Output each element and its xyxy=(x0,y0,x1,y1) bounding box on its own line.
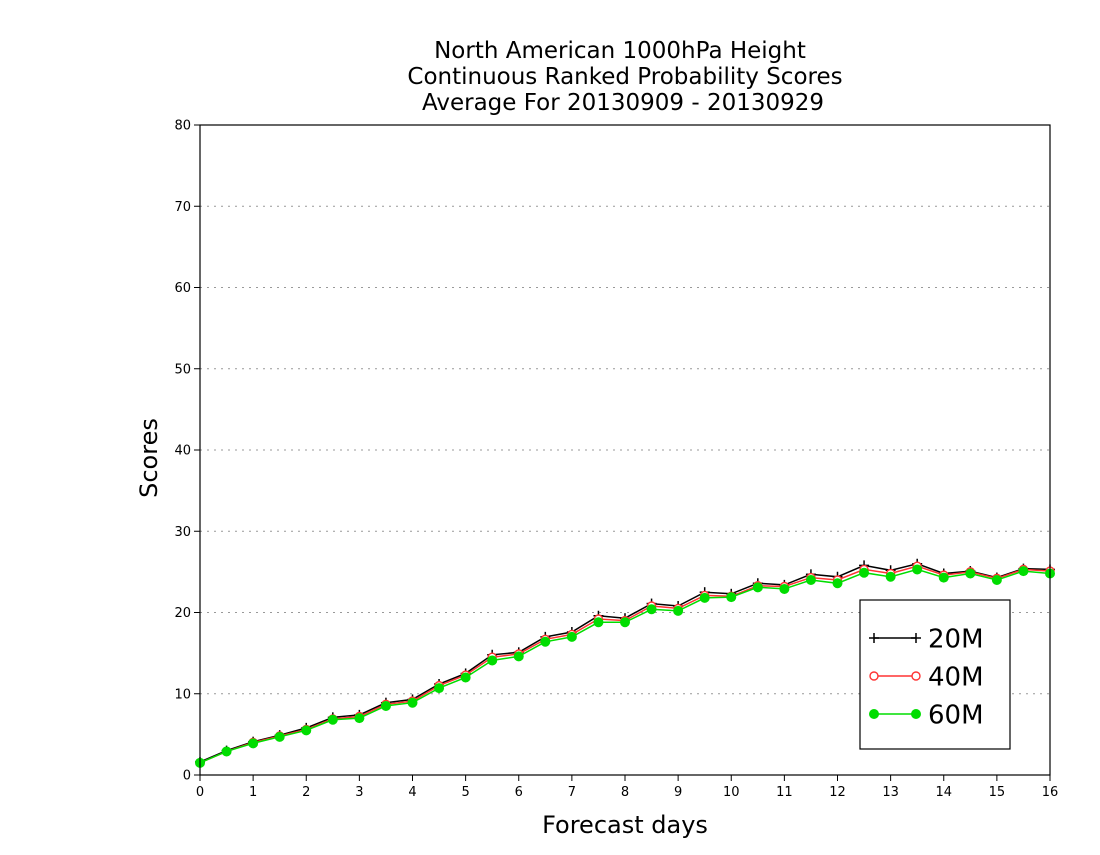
x-tick-label: 2 xyxy=(302,785,310,800)
data-point-60M xyxy=(354,713,365,724)
y-axis-label: Scores xyxy=(135,418,163,498)
legend-box xyxy=(859,599,1011,750)
x-tick-label: 1 xyxy=(249,785,257,800)
x-tick-label: 8 xyxy=(621,785,629,800)
legend-item-60M: 60M xyxy=(869,701,984,731)
legend-marker xyxy=(869,671,879,681)
x-tick-label: 15 xyxy=(989,785,1006,800)
legend-item-40M: 40M xyxy=(869,663,984,693)
x-tick-label: 5 xyxy=(461,785,469,800)
data-point-60M xyxy=(726,592,737,603)
legend-marker xyxy=(911,671,921,681)
data-point-60M xyxy=(646,604,657,615)
y-tick-label: 10 xyxy=(174,687,191,702)
legend-label: 60M xyxy=(928,701,984,731)
x-axis-label: Forecast days xyxy=(542,811,708,839)
data-point-60M xyxy=(620,617,630,628)
x-tick-label: 14 xyxy=(935,785,952,800)
x-tick-label: 3 xyxy=(355,785,363,800)
data-point-60M xyxy=(1018,566,1029,577)
x-tick-label: 12 xyxy=(829,785,846,800)
data-point-60M xyxy=(805,575,816,585)
series-group xyxy=(195,558,1055,768)
x-tick-label: 13 xyxy=(882,785,899,800)
legend-marker xyxy=(869,709,879,719)
x-tick-label: 4 xyxy=(408,785,416,800)
data-point-60M xyxy=(673,605,684,616)
y-tick-label: 40 xyxy=(174,444,191,459)
data-point-60M xyxy=(380,700,391,711)
legend-item-20M: 20M xyxy=(869,625,984,655)
y-tick-label: 20 xyxy=(174,606,191,621)
data-point-60M xyxy=(938,572,949,583)
data-point-60M xyxy=(487,655,498,666)
legend-marker xyxy=(911,633,921,643)
y-tick-label: 70 xyxy=(174,200,191,215)
data-point-60M xyxy=(991,575,1002,585)
y-tick-label: 60 xyxy=(174,281,191,296)
legend: 20M 40M 60M xyxy=(859,599,1011,750)
y-tick-label: 30 xyxy=(174,525,191,540)
legend-label: 20M xyxy=(928,625,984,655)
data-point-60M xyxy=(593,617,604,628)
y-tick-label: 50 xyxy=(174,362,191,377)
legend-marker xyxy=(869,633,879,643)
legend-label: 40M xyxy=(928,663,984,693)
y-tick-label: 0 xyxy=(183,769,191,784)
data-point-60M xyxy=(460,672,471,683)
data-point-60M xyxy=(859,567,870,578)
data-point-60M xyxy=(912,564,923,575)
series-60M xyxy=(195,564,1055,768)
data-point-60M xyxy=(327,714,338,725)
data-point-60M xyxy=(274,731,285,742)
data-point-60M xyxy=(699,592,710,603)
data-point-60M xyxy=(779,583,790,594)
data-point-60M xyxy=(885,571,896,582)
x-tick-label: 16 xyxy=(1042,785,1059,800)
data-point-60M xyxy=(566,631,577,642)
data-point-60M xyxy=(301,725,312,736)
chart-title-line-2: Continuous Ranked Probability Scores xyxy=(407,64,842,90)
legend-marker xyxy=(911,709,921,719)
data-point-60M xyxy=(248,738,259,749)
chart-title-line-3: Average For 20130909 - 20130929 xyxy=(422,90,824,116)
x-tick-label: 10 xyxy=(723,785,740,800)
x-tick-label: 9 xyxy=(674,785,682,800)
x-tick-label: 11 xyxy=(776,785,793,800)
data-point-60M xyxy=(221,746,232,757)
data-point-60M xyxy=(407,697,418,708)
chart-title-line-1: North American 1000hPa Height xyxy=(434,38,806,64)
data-point-60M xyxy=(540,636,551,647)
x-tick-label: 6 xyxy=(515,785,523,800)
data-point-60M xyxy=(965,568,976,579)
y-tick-label: 80 xyxy=(174,119,191,134)
data-point-60M xyxy=(513,651,524,662)
data-point-60M xyxy=(832,578,843,589)
data-point-60M xyxy=(752,582,763,593)
x-tick-label: 0 xyxy=(196,785,204,800)
data-point-60M xyxy=(434,683,445,694)
x-tick-label: 7 xyxy=(568,785,576,800)
